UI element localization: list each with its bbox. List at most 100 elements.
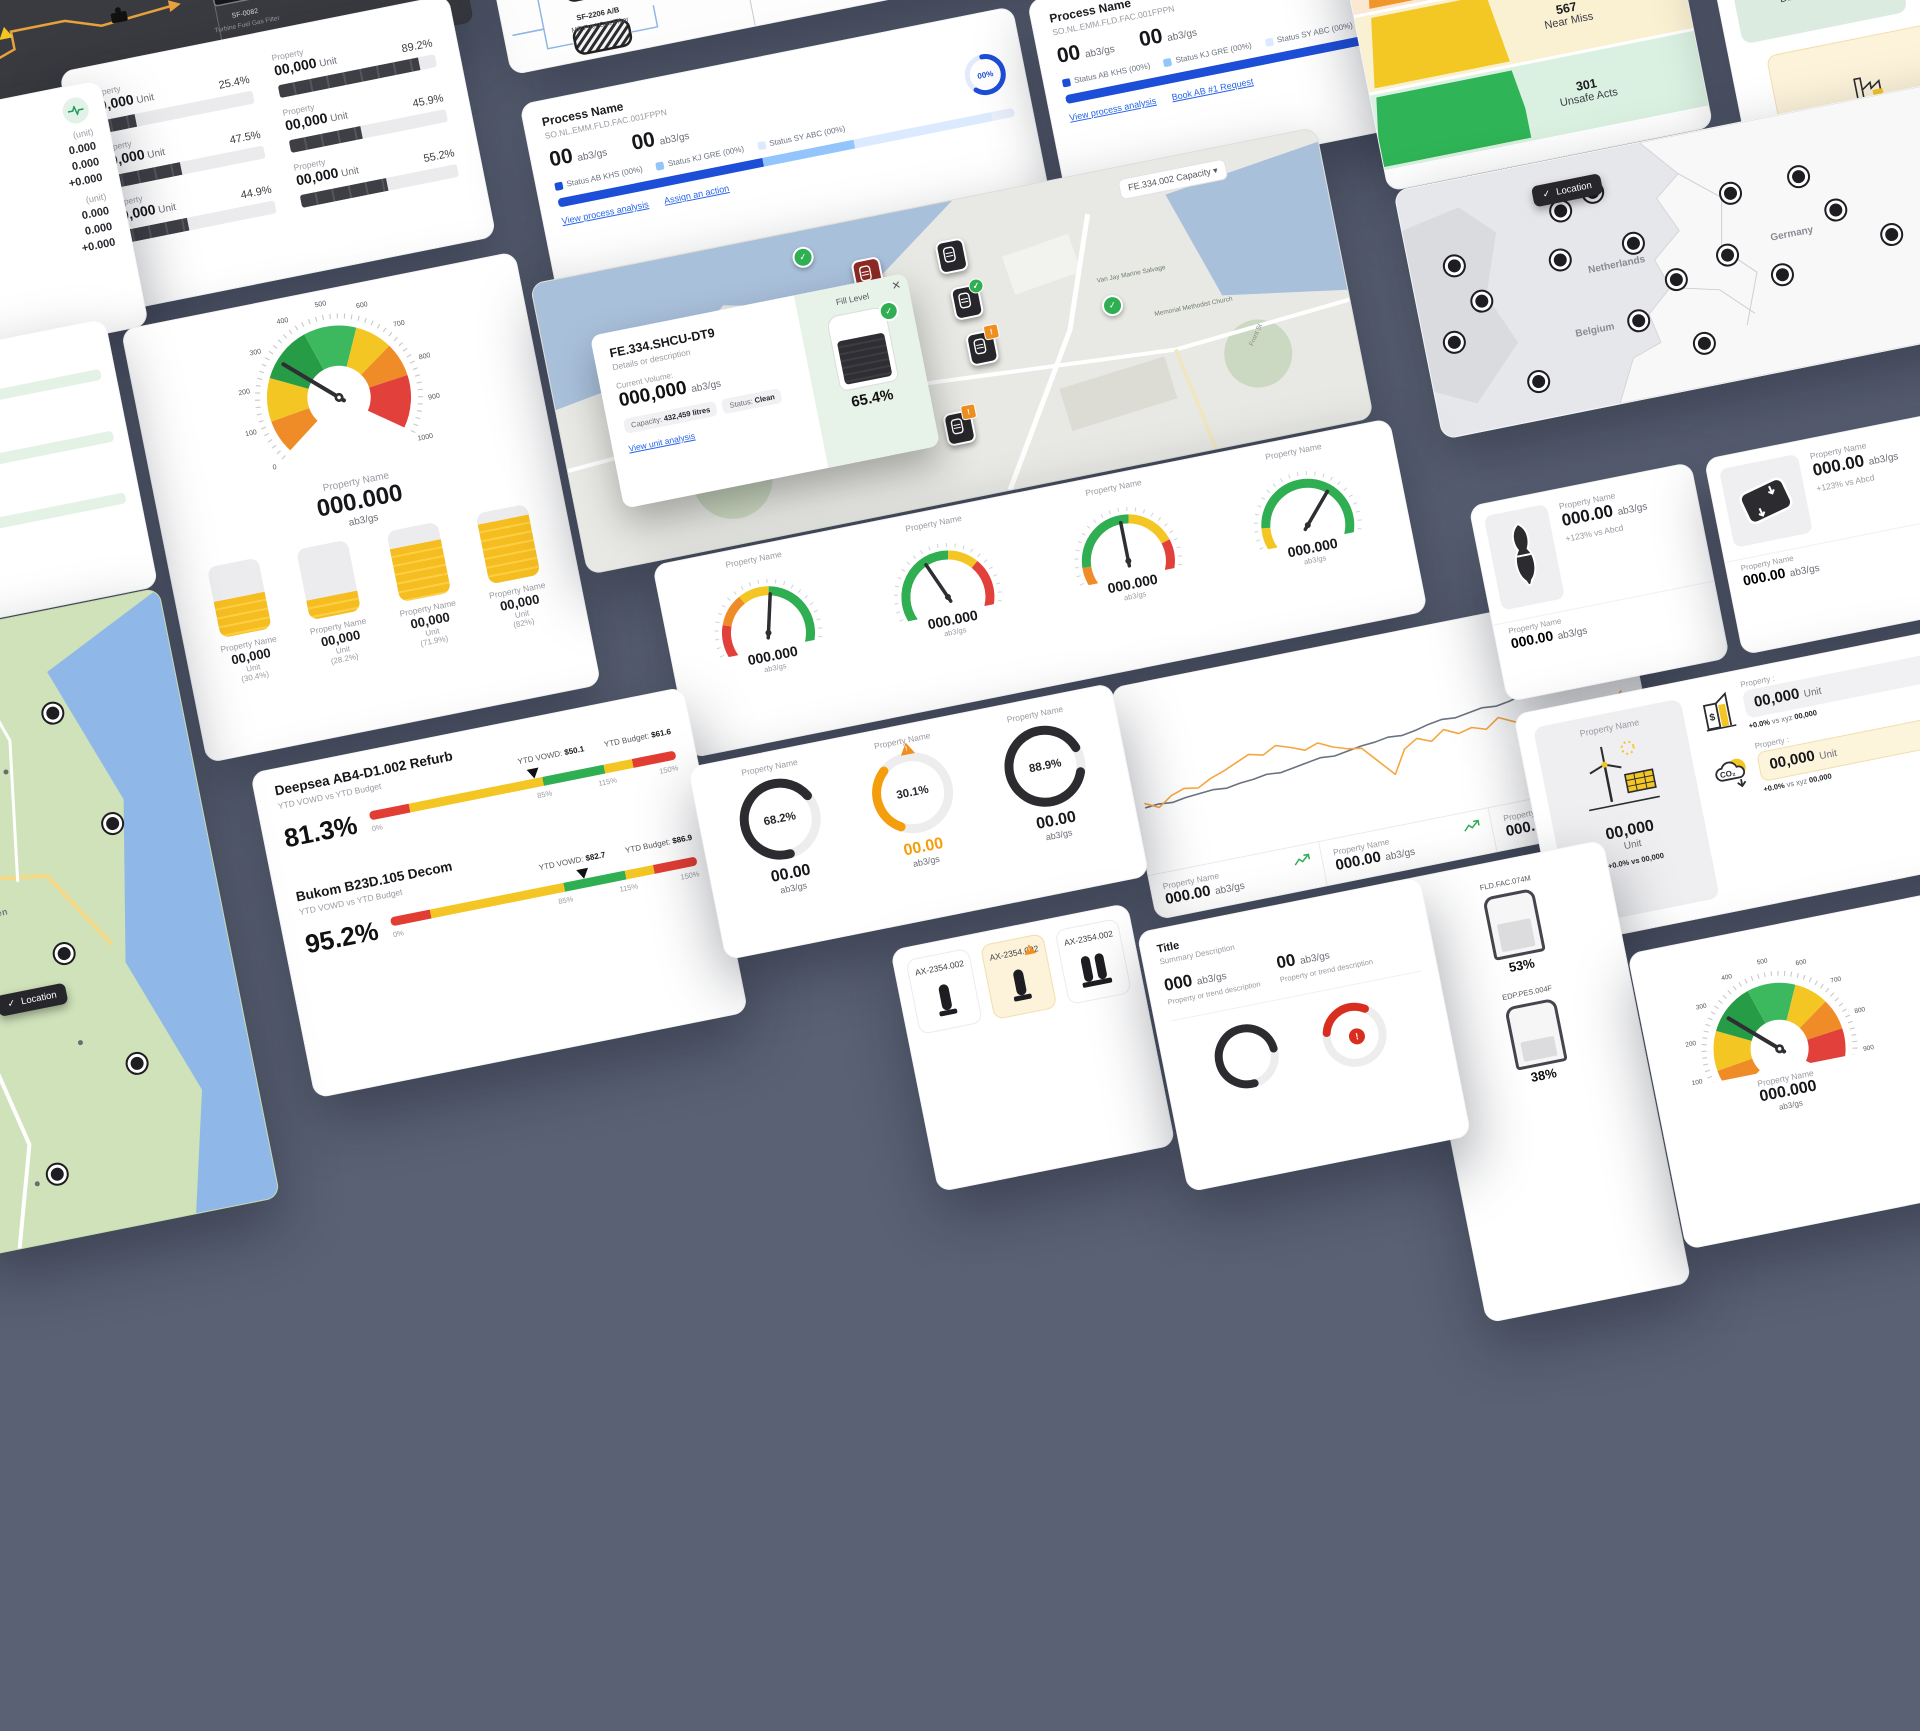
- pump-icon: [1080, 953, 1113, 988]
- svg-text:200: 200: [1685, 1040, 1697, 1049]
- exchanger-icon: [1718, 453, 1814, 548]
- svg-text:100: 100: [245, 429, 258, 438]
- process-link[interactable]: Assign an action: [663, 183, 730, 206]
- tank-marker[interactable]: [934, 237, 970, 276]
- property-pct: 44.9%: [239, 183, 273, 202]
- tank-marker[interactable]: !: [964, 323, 1001, 367]
- card-project-budget: Deepsea AB4-D1.002 Refurb YTD VOWD vs YT…: [249, 686, 749, 1099]
- svg-text:00%: 00%: [977, 69, 994, 81]
- svg-text:700: 700: [1830, 976, 1842, 985]
- warning-icon: [0, 26, 14, 41]
- summary-ring: !: [1311, 991, 1399, 1083]
- location-marker[interactable]: [1662, 266, 1690, 294]
- pump-icon: [938, 984, 958, 1017]
- kpi-tile[interactable]: Property Name 000.00 ab3/gs: [1148, 842, 1328, 920]
- warning-badge: !: [982, 323, 1001, 341]
- property-unit: Unit: [315, 55, 339, 71]
- card-mini-stats: (unit) 0.000 0.000 +0.000 (unit) 0.000 0…: [0, 79, 150, 383]
- location-marker[interactable]: [123, 1049, 151, 1077]
- equipment-tag: SF-0082: [231, 8, 259, 20]
- chevron-down-icon: ▾: [1212, 164, 1219, 176]
- tank-marker[interactable]: ✓: [949, 277, 985, 322]
- location-marker[interactable]: [1468, 287, 1496, 315]
- tank-marker[interactable]: !: [942, 403, 978, 447]
- map-markers: ✓!✓!!✓✓: [531, 128, 1373, 574]
- tank-level: Property Name 00,000 Unit (28.2%): [286, 537, 382, 670]
- location-marker[interactable]: [1546, 246, 1574, 274]
- ax-tile-warning[interactable]: AX-2354.002: [979, 932, 1058, 1021]
- process-value: 00: [629, 127, 657, 155]
- card-process-diagram: SF-2206 A/B MP Fuel Gas Filter BE-2206 P…: [426, 0, 1455, 76]
- energy-row-co2: CO₂ Property : 00,000 Unit +0.0% vs xyz …: [1709, 705, 1920, 803]
- location-marker[interactable]: [1878, 221, 1906, 249]
- tank-level: Property Name 00,000 Unit (71.9%): [375, 520, 471, 653]
- close-icon[interactable]: ✕: [890, 279, 903, 293]
- process-value: 00: [547, 144, 575, 172]
- location-marker[interactable]: [1440, 252, 1468, 280]
- finance-icon: $: [1702, 691, 1737, 732]
- card-equipment-exchanger: Property Name 000.00 ab3/gs +123% vs Abc…: [1703, 407, 1920, 656]
- property-unit: Unit: [337, 165, 360, 181]
- tank-level: Property Name 00,000 Unit (30.4%): [196, 555, 292, 688]
- card-dark-diagram: SF-0082 Turbine Fuel Gas Filter: [0, 0, 475, 130]
- location-marker[interactable]: [1785, 163, 1813, 191]
- energy-tile: Property Name 00,000 Unit +0.0% vs 00,00…: [1532, 698, 1720, 927]
- card-process-1: Process Name SO.NL.EMM.FLD.FAC.001FPPN 0…: [519, 5, 1052, 303]
- tank-icon: [1481, 888, 1546, 961]
- process-flow-diagram: SF-2206 A/B MP Fuel Gas Filter BE-2206 P…: [512, 0, 756, 55]
- tank-icon: [385, 521, 452, 603]
- mini-gauge: Property Name 000.000 ab3/gs: [1209, 430, 1399, 581]
- card-ax-equipment: AX-2354.002 AX-2354.002 AX-2354.002: [890, 902, 1176, 1193]
- location-marker[interactable]: [1714, 241, 1742, 269]
- kpi-tile[interactable]: Property Name 000.00 ab3/gs: [1318, 808, 1498, 886]
- card-site-map: ✓!✓!!✓✓ Van Jay Marine Salvage Memorial …: [529, 126, 1375, 576]
- svg-text:500: 500: [1756, 957, 1768, 966]
- svg-text:600: 600: [1795, 958, 1807, 967]
- property-pct: 55.2%: [422, 147, 456, 166]
- tank-icon: [206, 557, 272, 639]
- ring-gauge: Property Name 88.9% 00.00 ab3/gs: [968, 696, 1127, 853]
- vessel-icon: [1483, 503, 1566, 611]
- svg-text:0: 0: [272, 464, 277, 472]
- svg-text:500: 500: [314, 300, 327, 309]
- svg-text:900: 900: [428, 392, 441, 401]
- property-pct: 45.9%: [411, 92, 445, 111]
- check-marker[interactable]: ✓: [790, 244, 816, 270]
- process-value: 00: [1137, 24, 1165, 52]
- location-marker[interactable]: [50, 940, 78, 968]
- summary-ring: [1203, 1013, 1291, 1105]
- location-marker[interactable]: [1440, 328, 1468, 356]
- tank-icon: [296, 539, 362, 621]
- card-gauge-tanks: 0 100 200 300 400 500 600 700 800 900 1000 Propert…: [120, 251, 602, 764]
- process-value: 00: [1054, 40, 1083, 68]
- location-marker[interactable]: [1716, 179, 1745, 207]
- svg-text:400: 400: [1721, 973, 1733, 982]
- location-marker[interactable]: [1525, 368, 1553, 396]
- svg-text:300: 300: [1695, 1003, 1707, 1012]
- ax-tile[interactable]: AX-2354.002: [905, 947, 983, 1035]
- svg-text:800: 800: [418, 352, 431, 361]
- project-pct: 95.2%: [302, 915, 381, 960]
- check-marker[interactable]: ✓: [1100, 293, 1125, 318]
- location-marker[interactable]: [1625, 307, 1653, 335]
- svg-text:1000: 1000: [417, 433, 434, 443]
- property-pct: 25.4%: [217, 73, 251, 92]
- location-marker[interactable]: [99, 810, 127, 838]
- location-marker[interactable]: [1619, 229, 1647, 257]
- ax-tile[interactable]: AX-2354.002: [1054, 918, 1133, 1006]
- location-marker[interactable]: [39, 699, 67, 727]
- location-marker[interactable]: [1768, 261, 1796, 289]
- card-summary-donuts: Title Summary Description 000 ab3/gs Pro…: [1136, 875, 1472, 1193]
- location-marker[interactable]: [1690, 329, 1718, 357]
- property-unit: Unit: [154, 201, 178, 217]
- svg-text:700: 700: [393, 320, 406, 329]
- ring-gauge: Property Name 68.2% 00.00 ab3/gs: [702, 749, 861, 906]
- location-marker[interactable]: [1822, 196, 1850, 224]
- card-equipment-vessel: Property Name 000.00 ab3/gs +123% vs Abc…: [1468, 461, 1731, 703]
- location-marker[interactable]: [43, 1160, 71, 1188]
- svg-text:400: 400: [276, 317, 289, 326]
